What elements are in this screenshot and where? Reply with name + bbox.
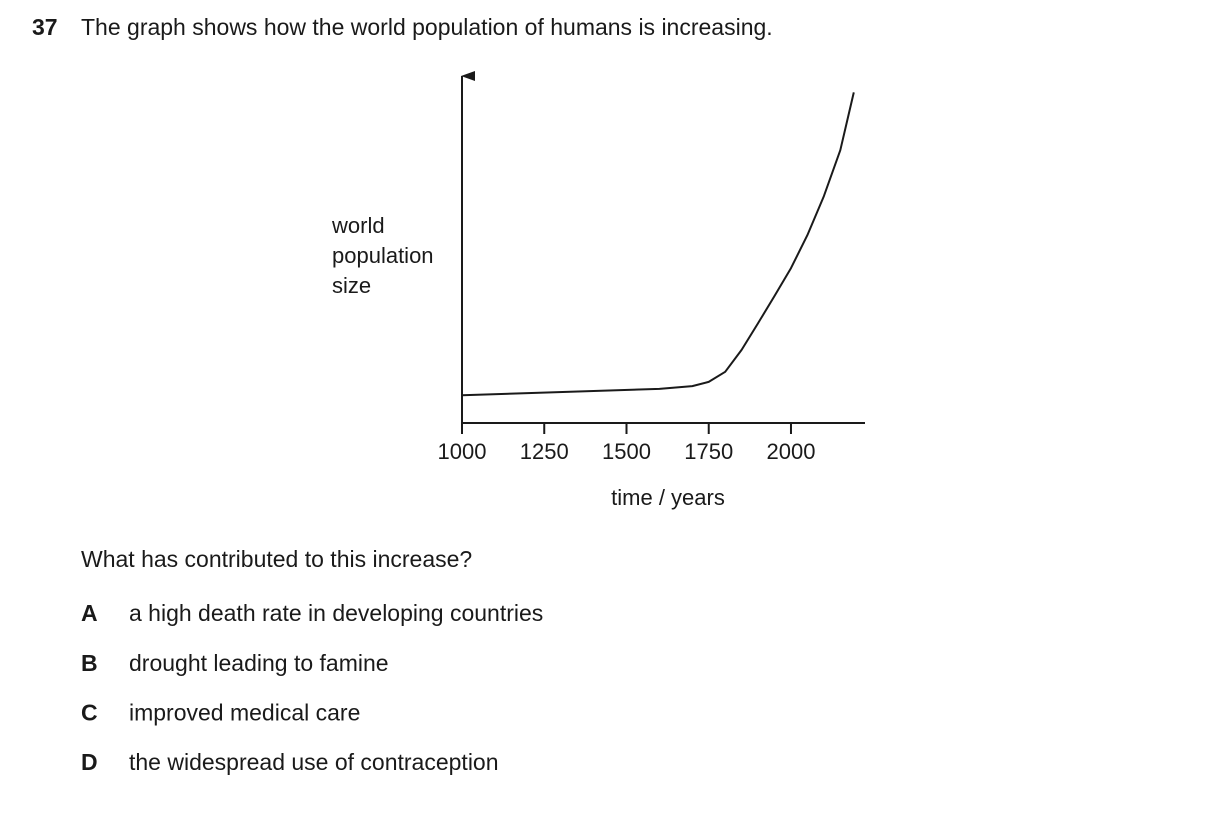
option-text: a high death rate in developing countrie… xyxy=(129,600,543,626)
option-text: drought leading to famine xyxy=(129,650,389,676)
option-letter: D xyxy=(81,749,98,775)
question-text: The graph shows how the world population… xyxy=(81,14,773,40)
x-tick-label: 1000 xyxy=(438,439,487,464)
x-tick-label: 2000 xyxy=(767,439,816,464)
option-text: improved medical care xyxy=(129,699,360,725)
prompt: What has contributed to this increase? xyxy=(81,546,472,572)
option-letter: C xyxy=(81,699,98,725)
option-text: the widespread use of contraception xyxy=(129,749,499,775)
option-letter: B xyxy=(81,650,98,676)
x-axis-label: time / years xyxy=(611,485,725,510)
x-tick-label: 1500 xyxy=(602,439,651,464)
y-axis-label: population xyxy=(332,243,434,268)
x-tick-label: 1750 xyxy=(684,439,733,464)
x-tick-label: 1250 xyxy=(520,439,569,464)
y-axis-label: world xyxy=(331,213,385,238)
option-letter: A xyxy=(81,600,98,626)
population-curve xyxy=(461,92,855,397)
question-number: 37 xyxy=(32,14,58,40)
y-axis-label: size xyxy=(332,273,371,298)
